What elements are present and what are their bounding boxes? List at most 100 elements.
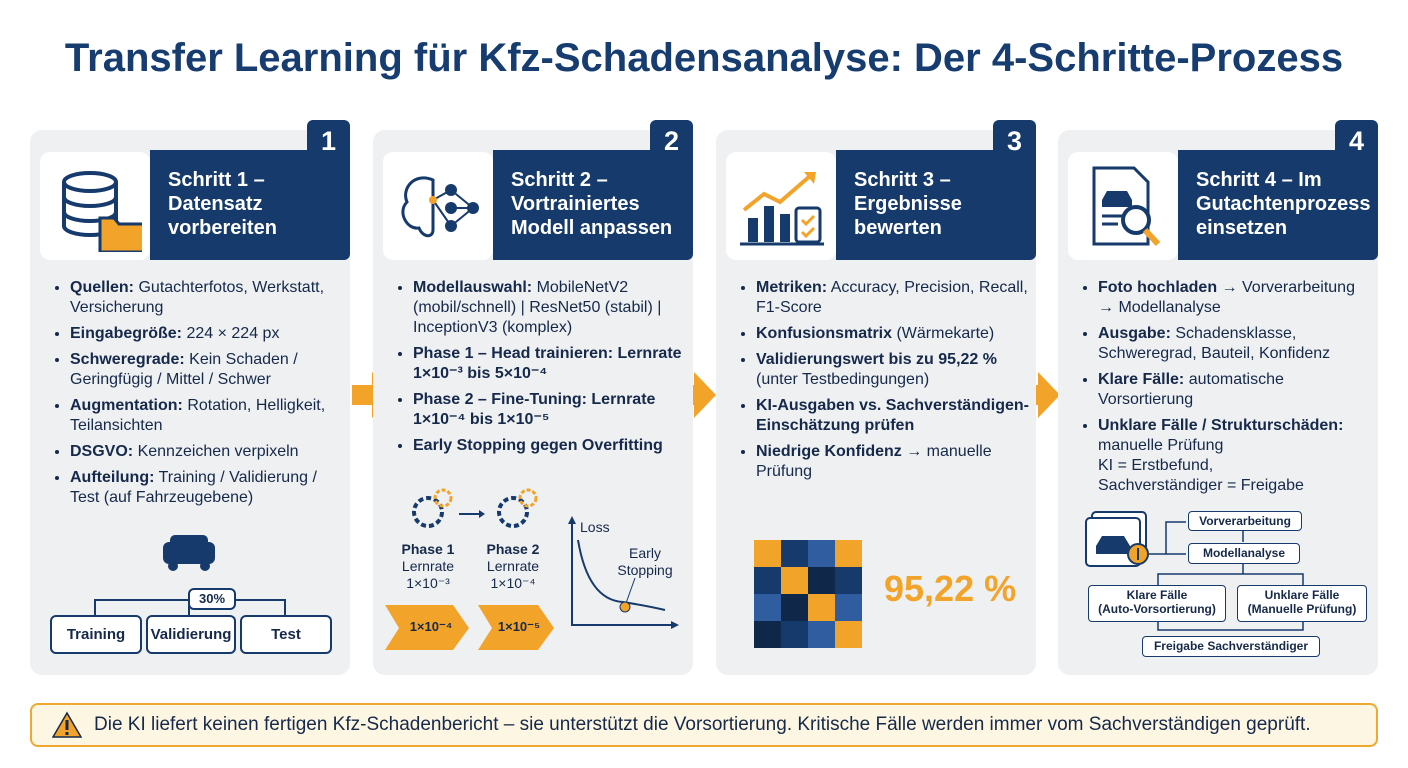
phase-arrow-label: 1×10⁻⁴ (409, 619, 453, 634)
icon-box (383, 152, 493, 260)
bullet: Eingabegröße: 224 × 224 px (70, 324, 345, 344)
bullet: KI-Ausgaben vs. Sachverständigen-Einschä… (756, 396, 1031, 436)
bullet-text: Kennzeichen verpixeln (137, 443, 299, 460)
bullet-label: Ausgabe: (1098, 325, 1171, 342)
heat-cell (808, 621, 835, 648)
flow-diagram (1085, 511, 1304, 631)
step-icon (740, 172, 824, 246)
bullet-label: Early Stopping gegen Overfitting (413, 437, 663, 454)
step-header (150, 150, 350, 260)
heat-cell (835, 567, 862, 594)
bullet-label: Niedrige Konfidenz (756, 443, 902, 460)
heat-cell (754, 594, 781, 621)
step-heading: Schritt 3 – Ergebnisse bewerten (854, 169, 962, 239)
step-card: 4 Schritt 4 – Im Gutachtenprozess einsetz… (1058, 120, 1378, 675)
flow-text: Unklare Fälle (1264, 588, 1340, 602)
heat-cell (808, 567, 835, 594)
step-number: 1 (307, 120, 350, 162)
bullet: Foto hochladen → Vorverarbeitung → Model… (1098, 278, 1373, 318)
step-card: 1 Schritt 1 – Datensatz vorbereiten Quelle… (30, 120, 350, 675)
footer-note: Die KI liefert keinen fertigen Kfz-Schad… (30, 703, 1378, 747)
heat-cell (781, 540, 808, 567)
bullet-list: Quellen: Gutachterfotos, Werkstatt, Vers… (50, 278, 345, 514)
flow-box: Modellanalyse (1188, 543, 1300, 564)
bullet-text: automatische Vorsortierung (1098, 371, 1284, 408)
bullet-label: Quellen: (70, 279, 135, 296)
bullet: Unklare Fälle / Strukturschäden: manuelle… (1098, 416, 1373, 496)
bullet-text: Kein Schaden / Geringfügig / Mittel / Sc… (70, 351, 298, 388)
title: Transfer Learning für Kfz-Schadensanalys… (64, 36, 1344, 80)
bullet: DSGVO: Kennzeichen verpixeln (70, 442, 345, 462)
step-card: 3 Schritt 3 – Ergebnisse bewerten Metriken… (716, 120, 1036, 675)
heat-cell (781, 594, 808, 621)
metric-value: 95,22 % (884, 568, 1017, 609)
bullet: Konfusionsmatrix (Wärmekarte) (756, 324, 1031, 344)
step-heading: Schritt 2 – Vortrainiertes Modell anpass… (511, 169, 673, 239)
bullet-label: Konfusionsmatrix (756, 325, 893, 342)
flow-text: Klare Fälle (1126, 588, 1188, 602)
bullet-line: Sachverständiger = Freigabe (1098, 477, 1304, 494)
bullet-text: (unter Testbedingungen) (756, 371, 930, 388)
phase-rate: 1×10⁻⁴ (490, 575, 536, 591)
bullet-text: MobileNetV2 (mobil/schnell) | ResNet50 (… (413, 279, 662, 336)
split-box: Test (240, 615, 332, 654)
early-stopping-label: Early Stopping (617, 545, 673, 578)
phase-arrow-label: 1×10⁻⁵ (497, 619, 541, 634)
bullet: Ausgabe: Schadensklasse, Schweregrad, Ba… (1098, 324, 1373, 364)
step-icon (401, 176, 479, 238)
step-header (836, 150, 1036, 260)
bullet: Niedrige Konfidenz → manuelle Prüfung (756, 442, 1031, 482)
bullet: Modellauswahl: MobileNetV2 (mobil/schnel… (413, 278, 688, 338)
icon-box (1068, 152, 1178, 260)
bullet-label: Klare Fälle: (1098, 371, 1185, 388)
step-number: 3 (993, 120, 1036, 162)
bullet-text: Vorverarbeitung → Modellanalyse (1098, 279, 1355, 316)
step-number: 4 (1335, 120, 1378, 162)
icon-box (726, 152, 836, 260)
bullet-label: Unklare Fälle / Strukturschäden: (1098, 417, 1344, 434)
bullet-list: Foto hochladen → Vorverarbeitung → Model… (1078, 278, 1373, 502)
bullet-text: (Wärmekarte) (896, 325, 995, 342)
heat-cell (754, 621, 781, 648)
split-box: Training (50, 615, 142, 654)
bullet-label: Metriken: (756, 279, 828, 296)
step-icon (62, 171, 142, 252)
flow-box: Freigabe Sachverständiger (1142, 636, 1320, 657)
bullet-label: Foto hochladen → (1098, 279, 1238, 296)
bullet-text: Gutachterfotos, Werkstatt, Versicherung (70, 279, 325, 316)
arrow (672, 372, 716, 418)
phase-name: Phase 2 (486, 541, 540, 557)
step-number: 2 (650, 120, 693, 162)
step-icon (1092, 166, 1161, 247)
flow-box: Unklare Fälle (Manuelle Prüfung) (1237, 585, 1367, 622)
warning-icon (52, 711, 82, 738)
flow-box: Vorverarbeitung (1188, 511, 1302, 531)
heat-cell (835, 621, 862, 648)
phase-rate-label: Lernrate (486, 558, 540, 574)
bullet: Validierungswert bis zu 95,22 % (unter T… (756, 350, 1031, 390)
flow-text: (Auto-Vorsortierung) (1098, 602, 1216, 616)
loss-label: Loss (580, 519, 610, 535)
bullet-label: Modellauswahl: (413, 279, 533, 296)
split-box: Validierung (146, 615, 236, 654)
bullet-text: 224 × 224 px (186, 325, 280, 342)
bullet-line: KI = Erstbefund, (1098, 457, 1214, 474)
bullet: Aufteilung: Training / Validierung / Tes… (70, 468, 345, 508)
bullet: Metriken: Accuracy, Precision, Recall, F… (756, 278, 1031, 318)
heat-cell (835, 594, 862, 621)
heat-cell (754, 540, 781, 567)
heat-cell (781, 567, 808, 594)
bullet-label: Augmentation: (70, 397, 183, 414)
step-header (493, 150, 693, 260)
phase-diagram (385, 488, 679, 650)
bullet-label: DSGVO: (70, 443, 134, 460)
bullet-text: Training / Validierung / Test (auf Fahrz… (70, 469, 317, 506)
bullet: Early Stopping gegen Overfitting (413, 436, 688, 456)
bullet-text: Accuracy, Precision, Recall, F1-Score (756, 279, 1028, 316)
footer-text: Die KI liefert keinen fertigen Kfz-Schad… (94, 714, 1311, 735)
bullet-label: Eingabegröße: (70, 325, 183, 342)
bullet: Phase 1 – Head trainieren: Lernrate 1×10… (413, 344, 688, 384)
bullet-line: manuelle Prüfung (1098, 437, 1224, 454)
phase-rate: 1×10⁻³ (406, 575, 450, 591)
